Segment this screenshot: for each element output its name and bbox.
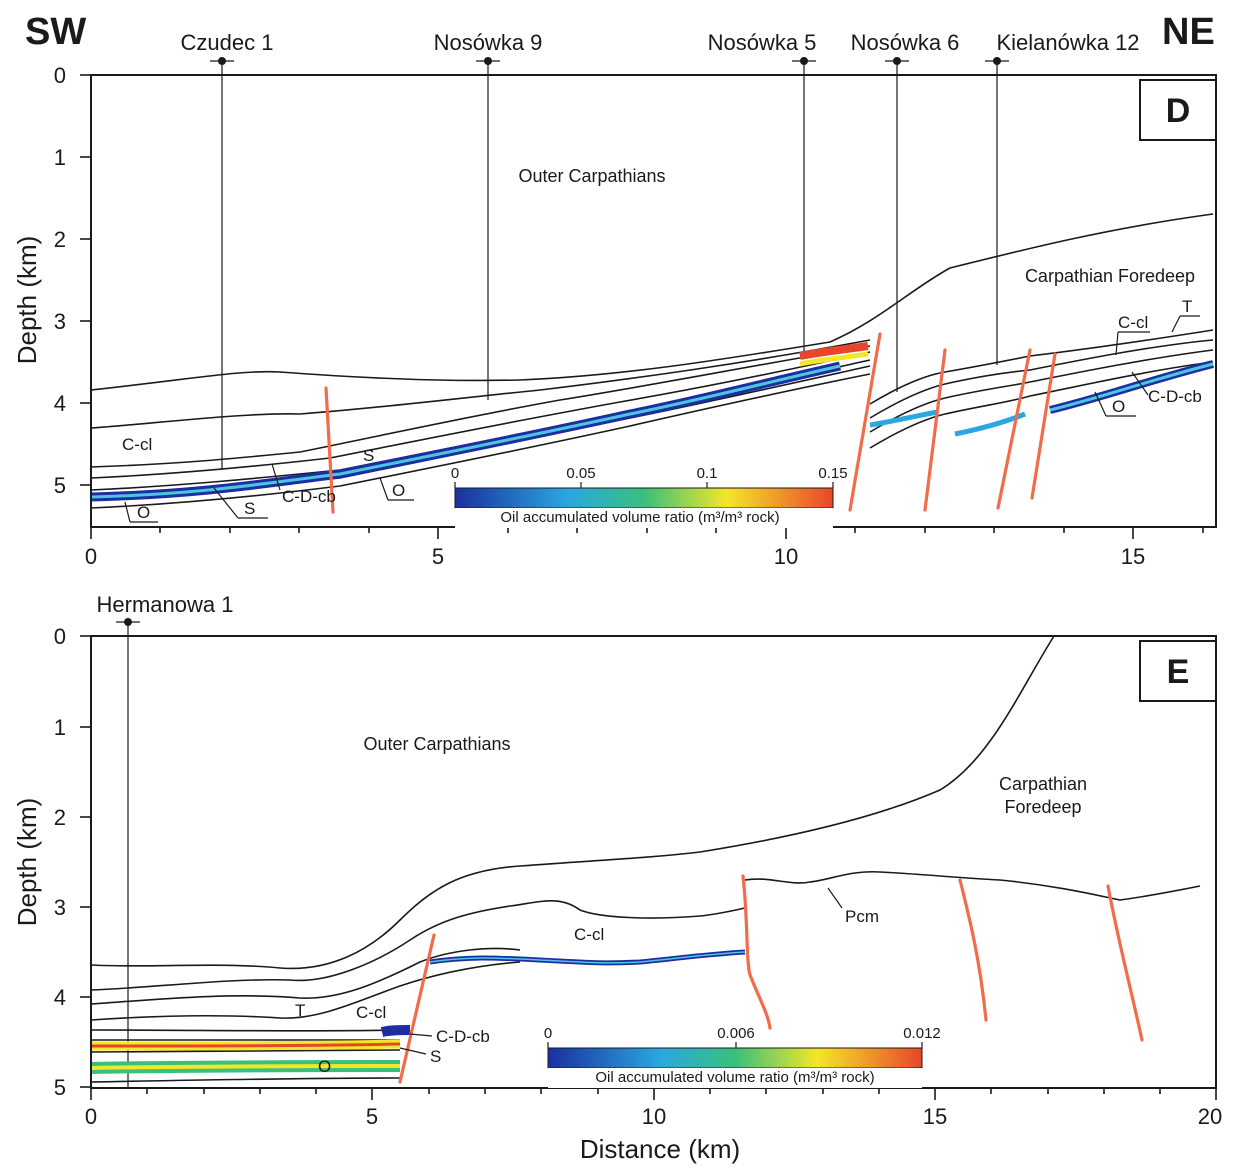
d-region-carpathian-foredeep: Carpathian Foredeep [1025, 266, 1195, 286]
panel-e-oil-layer [91, 949, 746, 1074]
well-nosowka-6: Nosówka 6 [851, 30, 960, 55]
d-x-tick-10: 10 [774, 544, 798, 569]
panel-e-faults [398, 874, 1144, 1084]
panel-d-frame [90, 74, 1217, 528]
d-label-o-left: O [137, 503, 150, 522]
e-y-tick-4: 4 [54, 985, 66, 1010]
sw-label: SW [25, 11, 86, 53]
panel-d-oil-layer [91, 342, 1214, 502]
e-y-tick-1: 1 [54, 715, 66, 740]
e-cb-tick-0006: 0.006 [717, 1025, 755, 1042]
panel-e-wells: Hermanowa 1 [97, 592, 234, 1088]
e-x-tick-20: 20 [1198, 1104, 1222, 1129]
e-label-o: O [318, 1057, 331, 1076]
e-cb-tick-0: 0 [544, 1025, 552, 1042]
d-x-tick-5: 5 [432, 544, 444, 569]
well-nosowka-5: Nosówka 5 [708, 30, 817, 55]
d-label-s-mid: S [363, 446, 374, 465]
d-y-tick-3: 3 [54, 309, 66, 334]
d-label-s-left: S [244, 499, 255, 518]
panel-e-horizons [90, 635, 1201, 1083]
e-x-tick-5: 5 [366, 1104, 378, 1129]
d-label-o-ne: O [1112, 397, 1125, 416]
well-czudec-1: Czudec 1 [181, 30, 274, 55]
d-cb-tick-005: 0.05 [566, 465, 595, 482]
panel-d-faults [324, 332, 1057, 514]
panel-e-y-axis: 0 1 2 3 4 5 Depth (km) [12, 624, 91, 1100]
d-cb-tick-01: 0.1 [697, 465, 718, 482]
d-label-c-cl-ne: C-cl [1118, 313, 1148, 332]
e-y-tick-2: 2 [54, 805, 66, 830]
e-x-tick-15: 15 [923, 1104, 947, 1129]
d-cb-label: Oil accumulated volume ratio (m³/m³ rock… [500, 509, 779, 526]
d-y-axis-title: Depth (km) [12, 236, 42, 365]
e-cb-tick-0012: 0.012 [903, 1025, 941, 1042]
well-kielanowka-12: Kielanówka 12 [996, 30, 1139, 55]
d-cb-tick-015: 0.15 [818, 465, 847, 482]
d-y-tick-2: 2 [54, 227, 66, 252]
well-hermanowa-1: Hermanowa 1 [97, 592, 234, 617]
d-x-tick-0: 0 [85, 544, 97, 569]
e-label-c-cl-upper: C-cl [574, 925, 604, 944]
d-x-tick-15: 15 [1121, 544, 1145, 569]
panel-d-y-axis: 0 1 2 3 4 5 Depth (km) [12, 63, 91, 498]
d-y-tick-1: 1 [54, 145, 66, 170]
d-label-c-d-cb-left: C-D-cb [282, 487, 336, 506]
e-label-c-d-cb: C-D-cb [436, 1027, 490, 1046]
e-y-tick-0: 0 [54, 624, 66, 649]
panel-e-frame [90, 635, 1217, 1089]
e-region-carpathian: Carpathian [999, 774, 1087, 794]
e-label-t: T [295, 1001, 305, 1020]
d-y-tick-5: 5 [54, 473, 66, 498]
panel-e-colorbar: 0 0.006 0.012 Oil accumulated volume rat… [544, 1025, 941, 1088]
e-x-tick-10: 10 [642, 1104, 666, 1129]
e-label-s: S [430, 1047, 441, 1066]
d-cb-tick-0: 0 [451, 465, 459, 482]
e-label-c-cl-lower: C-cl [356, 1003, 386, 1022]
panel-d-formation-labels: C-cl S O S C-D-cb O C-cl T C-D-cb O [122, 297, 1202, 523]
e-region-foredeep: Foredeep [1004, 797, 1081, 817]
well-nosowka-9: Nosówka 9 [434, 30, 543, 55]
d-region-outer-carpathians: Outer Carpathians [518, 166, 665, 186]
ne-label: NE [1162, 11, 1215, 53]
e-y-tick-3: 3 [54, 895, 66, 920]
d-y-tick-4: 4 [54, 391, 66, 416]
e-y-axis-title: Depth (km) [12, 798, 42, 927]
panel-e: 0 1 2 3 4 5 Depth (km) 0 5 10 15 20 [12, 592, 1222, 1164]
panel-e-letter: E [1167, 653, 1190, 691]
panel-d: 0 1 2 3 4 5 Depth (km) 0 5 10 15 D [12, 30, 1217, 569]
panel-e-x-axis: 0 5 10 15 20 Distance (km) [85, 1088, 1222, 1164]
panel-d-letter: D [1166, 92, 1191, 130]
d-y-tick-0: 0 [54, 63, 66, 88]
d-label-c-d-cb-ne: C-D-cb [1148, 387, 1202, 406]
d-label-c-cl: C-cl [122, 435, 152, 454]
panel-d-x-axis: 0 5 10 15 [85, 527, 1204, 569]
panel-d-colorbar: 0 0.05 0.1 0.15 Oil accumulated volume r… [451, 465, 848, 528]
e-label-pcm: Pcm [845, 907, 879, 926]
panel-e-formation-labels: C-cl T C-cl C-D-cb S O Pcm [295, 887, 879, 1076]
e-region-outer-carpathians: Outer Carpathians [363, 734, 510, 754]
panel-d-wells: Czudec 1 Nosówka 9 Nosówka 5 Nosówka 6 K… [181, 30, 1140, 470]
e-cb-label: Oil accumulated volume ratio (m³/m³ rock… [595, 1069, 874, 1086]
e-x-tick-0: 0 [85, 1104, 97, 1129]
d-label-t-ne: T [1182, 297, 1192, 316]
e-x-axis-title: Distance (km) [580, 1134, 740, 1164]
e-y-tick-5: 5 [54, 1075, 66, 1100]
d-label-o-mid: O [392, 481, 405, 500]
